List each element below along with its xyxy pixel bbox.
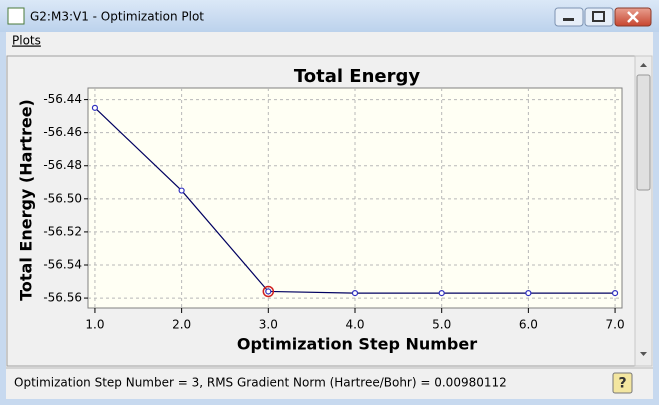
y-tick-label: -56.46 (43, 125, 82, 139)
chart: Total Energy Optimization Step Number To… (17, 66, 478, 354)
data-point (91, 104, 99, 111)
x-tick-label: 1.0 (85, 318, 104, 332)
title-bar (0, 0, 659, 32)
x-tick-label: 6.0 (519, 318, 538, 332)
y-tick-label: -56.56 (43, 291, 82, 305)
data-point (178, 187, 185, 194)
y-tick-label: -56.50 (43, 191, 82, 205)
minimize-button[interactable] (554, 7, 584, 27)
data-point (525, 290, 532, 297)
data-point (438, 290, 445, 297)
window-title: G2:M3:V1 - Optimization Plot (30, 10, 204, 24)
close-icon (627, 11, 639, 23)
y-axis-label: Total Energy (Hartree) (17, 99, 36, 301)
minimize-icon (563, 18, 574, 21)
x-tick-label: 5.0 (432, 318, 451, 332)
y-tick-label: -56.52 (43, 224, 82, 238)
x-tick-label: 4.0 (345, 318, 364, 332)
scroll-thumb[interactable] (636, 74, 651, 191)
app-icon (7, 7, 25, 25)
chart-title: Total Energy (294, 66, 421, 87)
x-tick-label: 3.0 (259, 318, 278, 332)
data-point (351, 290, 359, 297)
maximize-button[interactable] (584, 7, 614, 27)
help-icon: ? (618, 376, 626, 392)
maximize-icon (592, 11, 605, 22)
data-point (265, 288, 272, 295)
y-tick-label: -56.44 (43, 92, 82, 106)
status-text: Optimization Step Number = 3, RMS Gradie… (14, 376, 507, 390)
x-tick-label: 2.0 (172, 318, 191, 332)
y-tick-label: -56.54 (43, 257, 82, 271)
x-tick-label: 7.0 (606, 318, 625, 332)
x-axis-label: Optimization Step Number (237, 335, 477, 354)
y-tick-label: -56.48 (43, 158, 82, 172)
selected-marker (262, 285, 275, 298)
menu-item[interactable]: Plots (12, 34, 41, 48)
help-button[interactable] (612, 372, 633, 394)
data-point (611, 290, 619, 297)
